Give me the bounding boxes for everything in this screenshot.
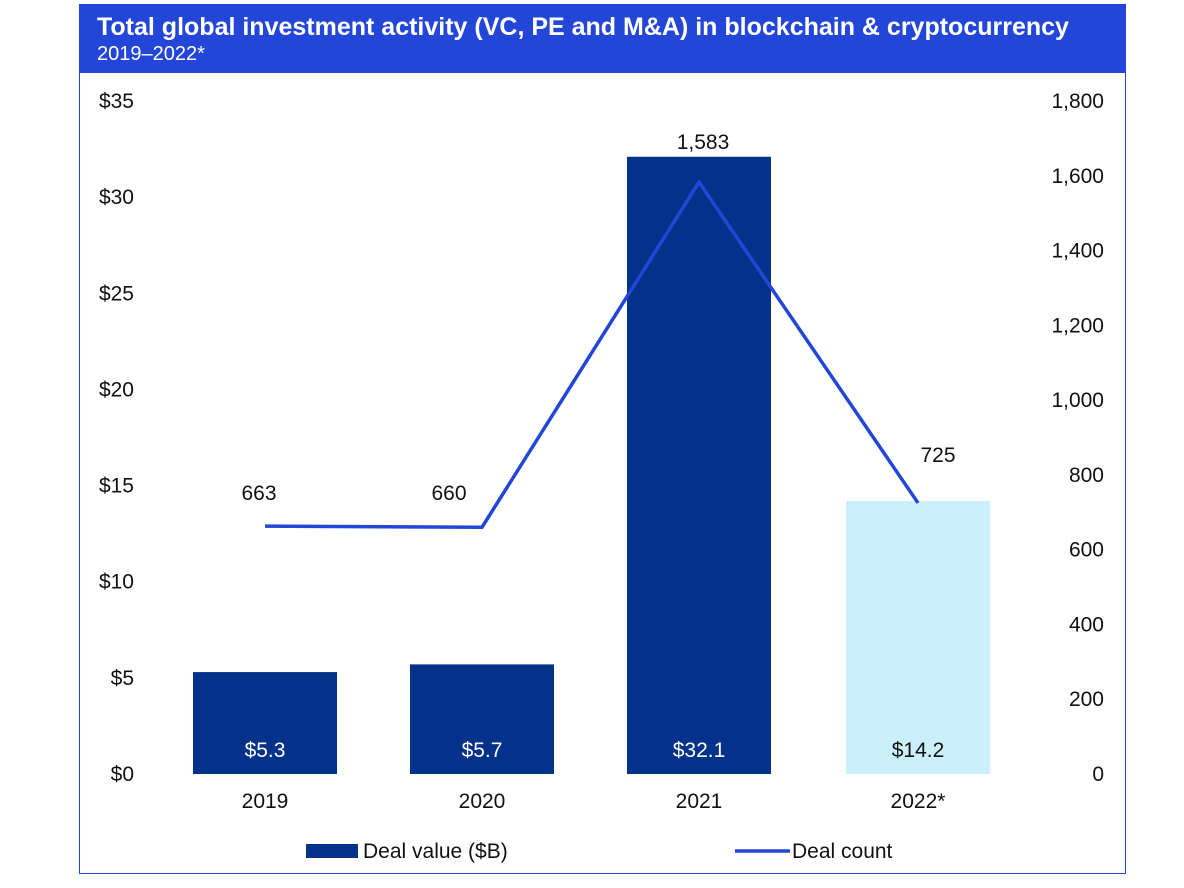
x-tick-label: 2022* [891,790,946,813]
bar [846,500,990,774]
y-left-tick-label: $20 [99,378,134,401]
chart-plot: $0 $5 $10 $15 $20 $25 $30 $35 0 200 400 600 800 1,000… [99,90,1104,863]
chart-subtitle: 2019–2022* [97,43,205,65]
bar [410,664,554,774]
legend-label-deal-value: Deal value ($B) [363,840,508,863]
bar-value-label: $32.1 [673,739,726,762]
y-right-tick-label: 200 [1069,688,1104,711]
line-value-label: 663 [241,482,276,505]
deal-count-line [264,178,920,529]
y-left-tick-label: $0 [111,763,134,786]
y-left-tick-label: $35 [99,90,134,113]
y-right-tick-label: 800 [1069,464,1104,487]
y-right-tick-label: 1,200 [1051,314,1104,337]
y-right-tick-label: 1,800 [1051,90,1104,113]
y-right-tick-label: 1,000 [1051,389,1104,412]
legend-label-deal-count: Deal count [792,840,893,863]
chart-frame: Total global investment activity (VC, PE… [79,4,1126,874]
line-value-label: 660 [431,482,466,505]
bar [627,156,771,774]
y-right-tick-label: 1,600 [1051,165,1104,188]
y-right-tick-label: 1,400 [1051,240,1104,263]
y-left-tick-label: $10 [99,571,134,594]
y-left-tick-label: $30 [99,186,134,209]
y-right-tick-label: 600 [1069,539,1104,562]
y-left-tick-label: $25 [99,282,134,305]
chart-header: Total global investment activity (VC, PE… [80,5,1125,73]
legend-swatch-bar [306,844,358,858]
line-value-label: 1,583 [677,131,730,154]
y-right-tick-label: 0 [1092,763,1104,786]
y-left-tick-label: $5 [111,667,134,690]
bar-value-label: $5.3 [245,739,286,762]
bar-value-label: $5.7 [462,739,503,762]
y-right-tick-label: 400 [1069,613,1104,636]
line-value-label: 725 [920,444,955,467]
chart-title: Total global investment activity (VC, PE… [97,13,1069,41]
bar [193,672,337,774]
bar-value-label: $14.2 [892,739,945,762]
x-tick-label: 2019 [242,790,289,813]
x-tick-label: 2021 [676,790,723,813]
y-left-tick-label: $15 [99,475,134,498]
x-tick-label: 2020 [459,790,506,813]
